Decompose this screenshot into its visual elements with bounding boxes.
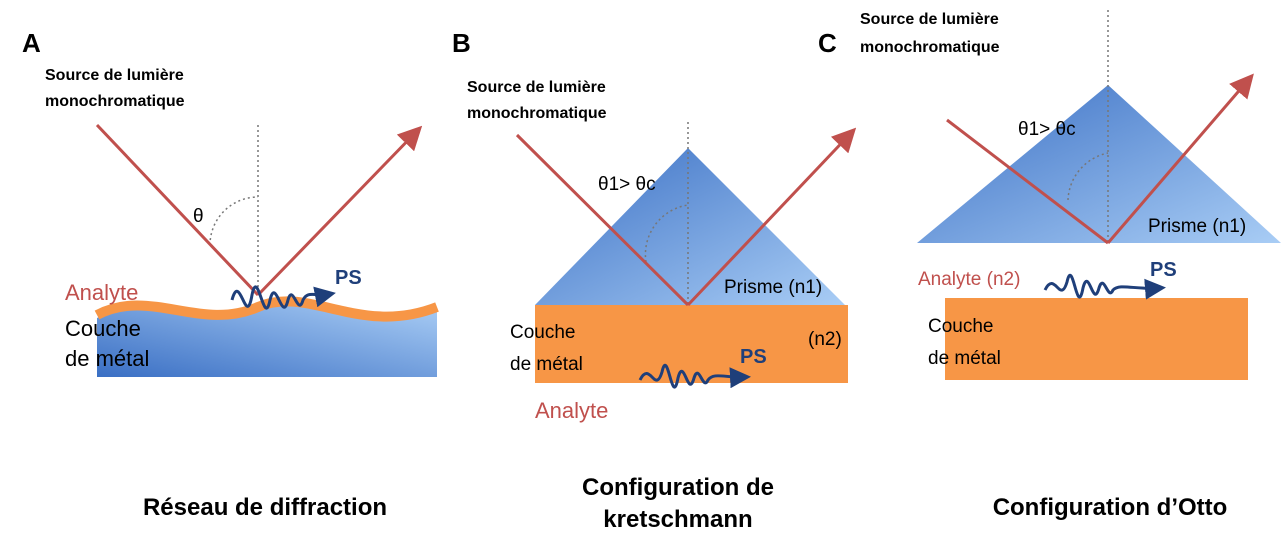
panel-a: A Source de lumière monochromatique θ An… (22, 28, 439, 521)
metal-label: de métal (65, 346, 149, 371)
angle-arc (209, 196, 259, 246)
angle-label: θ (193, 206, 204, 227)
source-label: monochromatique (860, 39, 1000, 56)
ps-label: PS (740, 346, 767, 368)
panel-letter: C (818, 28, 837, 58)
analyte-label: Analyte (535, 398, 608, 423)
angle-label: θ1> θc (598, 174, 656, 195)
prism-label: Prisme (n1) (724, 277, 822, 298)
source-label: Source de lumière (467, 79, 606, 96)
plasmon-wave (638, 363, 751, 389)
analyte-label: Analyte (65, 280, 138, 305)
metal-label: de métal (510, 354, 583, 375)
panel-letter: B (452, 28, 471, 58)
reflected-ray (1106, 73, 1254, 244)
source-label: Source de lumière (45, 67, 184, 84)
plasmon-wave (1043, 273, 1166, 300)
metal-layer (945, 298, 1248, 380)
plasmon-wave (230, 285, 336, 310)
incident-ray (515, 133, 690, 307)
caption: kretschmann (603, 506, 752, 533)
caption: Configuration d’Otto (993, 494, 1228, 521)
prism-label: Prisme (n1) (1148, 216, 1246, 237)
caption: Réseau de diffraction (143, 494, 387, 521)
source-label: monochromatique (467, 105, 607, 122)
source-label: monochromatique (45, 93, 185, 110)
prism (535, 148, 845, 305)
metal-label: Couche (928, 316, 994, 337)
metal-label: de métal (928, 348, 1001, 369)
panel-c: C Source de lumière monochromatique θ1> … (818, 10, 1281, 521)
metal-grating (97, 304, 437, 377)
source-label: Source de lumière (860, 11, 999, 28)
reflected-ray (256, 125, 423, 297)
analyte-layer (94, 296, 439, 322)
angle-label: θ1> θc (1018, 119, 1076, 140)
prism (917, 85, 1281, 243)
metal-layer (535, 305, 848, 383)
incident-ray (95, 123, 260, 297)
analyte-label: Analyte (n2) (918, 269, 1020, 290)
reflected-ray (686, 127, 857, 307)
panel-letter: A (22, 28, 41, 58)
metal-label: Couche (65, 316, 141, 341)
n2-label: (n2) (808, 329, 842, 350)
ps-label: PS (1150, 259, 1177, 281)
caption: Configuration de (582, 474, 774, 501)
metal-label: Couche (510, 322, 576, 343)
panel-b: B Source de lumière monochromatique θ1> … (452, 28, 857, 533)
ps-label: PS (335, 267, 362, 289)
incident-ray (946, 118, 1109, 245)
